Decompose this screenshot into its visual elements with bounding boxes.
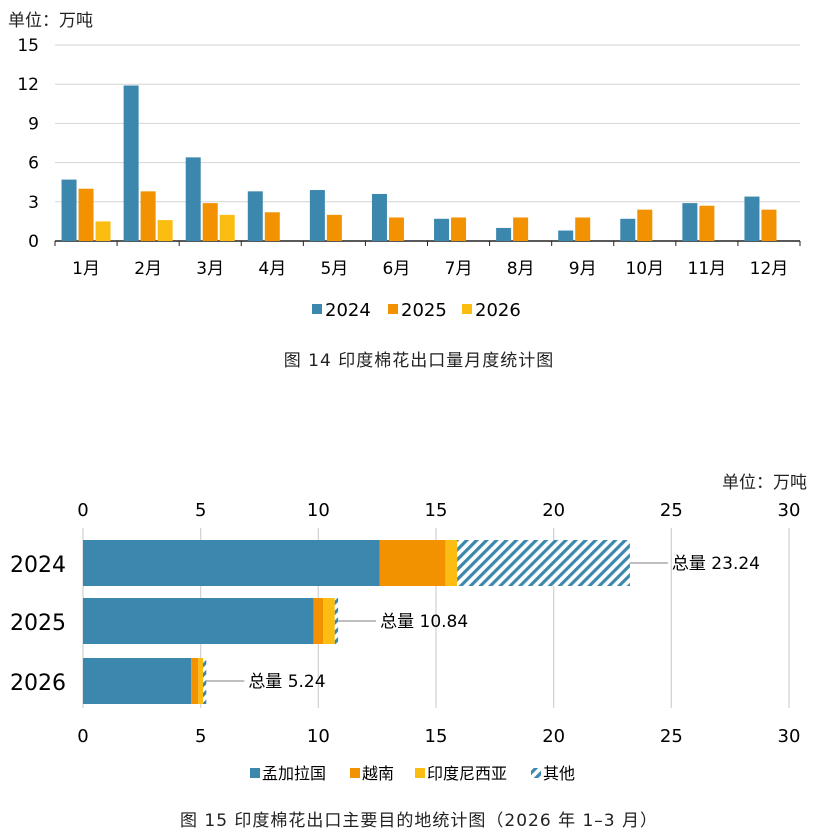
x-tick-label-bottom: 30 (778, 726, 801, 747)
x-tick-label: 6月 (383, 259, 411, 279)
x-tick-label: 3月 (196, 259, 224, 279)
bar-2024-2月 (123, 85, 139, 241)
legend-swatch-印度尼西亚 (415, 768, 425, 778)
legend-label-2025: 2025 (401, 300, 447, 321)
chart2-unit-label: 单位：万吨 (722, 473, 807, 493)
bar-2024-8月 (496, 227, 512, 241)
y-tick-label: 3 (28, 193, 39, 213)
bar-2026-印度尼西亚 (198, 658, 204, 704)
bar-2025-11月 (699, 205, 715, 241)
bar-2025-3月 (202, 203, 218, 241)
y-tick-label: 15 (17, 36, 39, 56)
bar-2025-6月 (388, 217, 404, 241)
bar-2025-10月 (637, 209, 653, 241)
bar-2025-7月 (451, 217, 467, 241)
x-tick-label-top: 30 (778, 500, 801, 521)
y-category-label: 2026 (10, 671, 66, 696)
x-tick-label: 1月 (72, 259, 100, 279)
bar-2026-孟加拉国 (83, 658, 192, 704)
bar-2025-4月 (264, 212, 280, 241)
bar-2024-9月 (558, 230, 574, 241)
x-tick-label: 8月 (507, 259, 535, 279)
x-tick-label-bottom: 5 (195, 726, 206, 747)
bar-2024-越南 (379, 540, 446, 586)
bar-2024-其他 (457, 540, 630, 586)
bar-2025-其他 (334, 598, 339, 644)
chart1-unit-label: 单位：万吨 (8, 11, 93, 31)
x-tick-label-bottom: 15 (425, 726, 448, 747)
total-label: 总量 5.24 (248, 672, 325, 692)
x-tick-label: 2月 (134, 259, 162, 279)
bar-2026-越南 (191, 658, 199, 704)
bar-2025-越南 (313, 598, 324, 644)
x-tick-label-bottom: 0 (77, 726, 88, 747)
legend-swatch-其他 (531, 768, 541, 778)
bar-2025-2月 (140, 191, 156, 241)
bar-2026-1月 (95, 221, 111, 241)
bar-2024-12月 (744, 196, 760, 241)
y-category-label: 2025 (10, 611, 66, 636)
x-tick-label-bottom: 25 (660, 726, 683, 747)
legend-label-孟加拉国: 孟加拉国 (262, 764, 326, 783)
chart1-caption: 图 14 印度棉花出口量月度统计图 (283, 351, 555, 371)
y-tick-label: 9 (28, 114, 39, 134)
total-label: 总量 23.24 (672, 554, 760, 574)
monthly-export-bar-chart: 0 3 6 9 12 15 1月 2月 3月 4月 5月 6月 7月 8月 9月 10月 11月 12月 2024 2… (17, 36, 801, 321)
x-tick-label: 12月 (750, 259, 789, 279)
legend-swatch-2025 (388, 304, 398, 314)
legend-label-越南: 越南 (362, 764, 394, 783)
bar-2025-印度尼西亚 (323, 598, 335, 644)
legend-label-印度尼西亚: 印度尼西亚 (427, 764, 507, 783)
x-tick-label-top: 5 (195, 500, 206, 521)
bar-2026-2月 (157, 220, 173, 241)
bar-2024-孟加拉国 (83, 540, 380, 586)
chart2-caption: 图 15 印度棉花出口主要目的地统计图（2026 年 1–3 月） (179, 811, 659, 831)
bar-2024-4月 (247, 191, 263, 241)
y-category-label: 2024 (10, 553, 66, 578)
legend-label-其他: 其他 (543, 764, 575, 783)
bar-2024-3月 (185, 157, 201, 241)
bar-2024-7月 (434, 218, 450, 241)
bar-2024-11月 (682, 203, 698, 241)
bar-2024-10月 (620, 218, 636, 241)
x-tick-label: 7月 (445, 259, 473, 279)
x-tick-label-top: 20 (542, 500, 565, 521)
bar-2025-1月 (78, 188, 94, 241)
bar-2025-12月 (761, 209, 777, 241)
x-tick-label-bottom: 20 (542, 726, 565, 747)
bar-2024-1月 (61, 179, 77, 241)
x-tick-label-top: 10 (307, 500, 330, 521)
legend-label-2026: 2026 (475, 300, 521, 321)
x-tick-label-bottom: 10 (307, 726, 330, 747)
y-tick-label: 0 (28, 232, 39, 252)
bar-2024-5月 (309, 190, 325, 241)
y-tick-label: 12 (17, 75, 39, 95)
bar-2024-6月 (371, 193, 387, 241)
y-tick-label: 6 (28, 154, 39, 174)
x-tick-label: 4月 (258, 259, 286, 279)
legend-label-2024: 2024 (325, 300, 371, 321)
x-tick-label: 5月 (320, 259, 348, 279)
x-tick-label: 10月 (625, 259, 664, 279)
x-tick-label-top: 0 (77, 500, 88, 521)
legend-swatch-越南 (350, 768, 360, 778)
bar-2026-3月 (219, 214, 235, 241)
x-tick-label: 11月 (688, 259, 727, 279)
bar-2026-其他 (203, 658, 207, 704)
bar-2025-孟加拉国 (83, 598, 314, 644)
x-tick-label-top: 15 (425, 500, 448, 521)
legend-swatch-2024 (312, 304, 322, 314)
bar-2025-5月 (326, 214, 342, 241)
legend-swatch-2026 (462, 304, 472, 314)
bar-2025-8月 (513, 217, 529, 241)
x-tick-label: 9月 (569, 259, 597, 279)
x-tick-label-top: 25 (660, 500, 683, 521)
bar-2025-9月 (575, 217, 591, 241)
legend-swatch-孟加拉国 (250, 768, 260, 778)
total-label: 总量 10.84 (380, 612, 468, 632)
bar-2024-印度尼西亚 (445, 540, 458, 586)
